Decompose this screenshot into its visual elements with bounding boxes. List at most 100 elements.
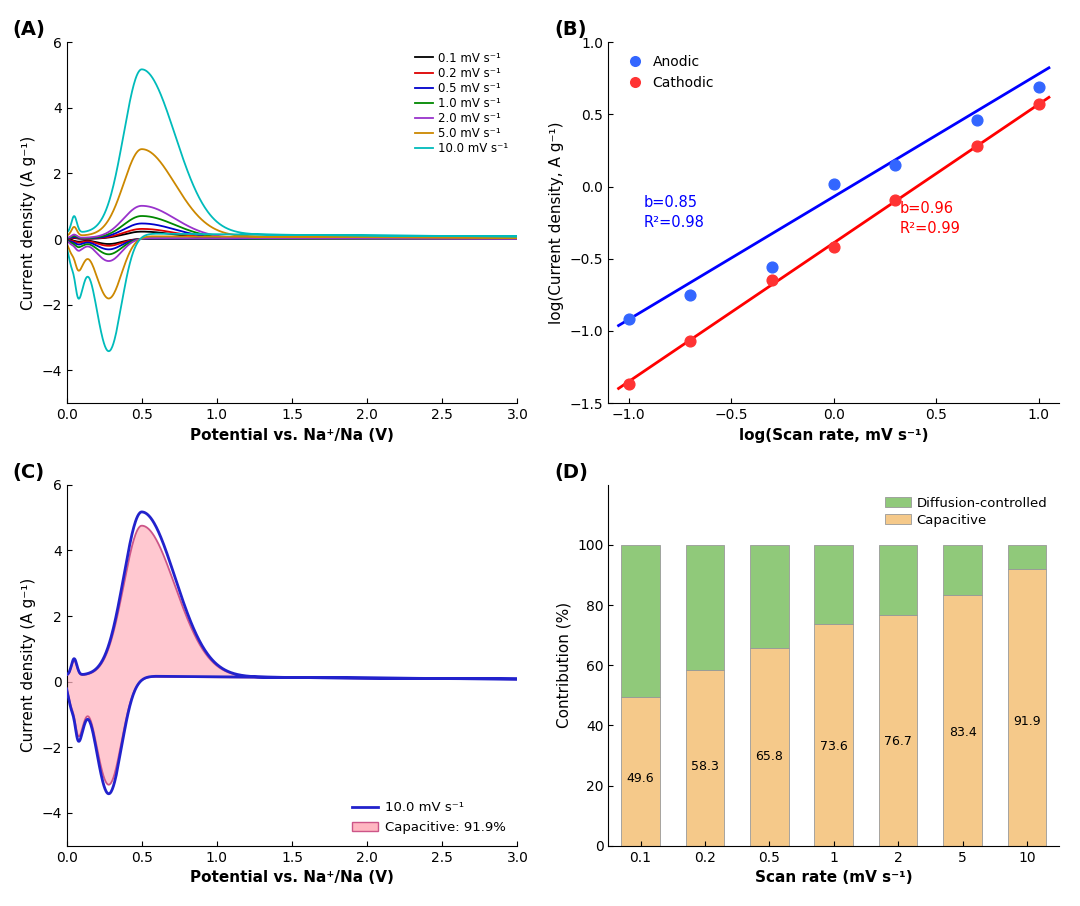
- 0.5 mV s⁻¹: [77, 233, 90, 244]
- 0.1 mV s⁻¹: [500, 234, 513, 245]
- Line: 2.0 mV s⁻¹: 2.0 mV s⁻¹: [67, 206, 517, 261]
- X-axis label: Potential vs. Na⁺/Na (V): Potential vs. Na⁺/Na (V): [190, 870, 394, 885]
- 10.0 mV s⁻¹: [118, 284, 131, 295]
- Y-axis label: log(Current density, A g⁻¹): log(Current density, A g⁻¹): [550, 121, 564, 324]
- Line: 0.5 mV s⁻¹: 0.5 mV s⁻¹: [67, 224, 517, 249]
- 2.0 mV s⁻¹: [118, 244, 131, 255]
- 5.0 mV s⁻¹: [222, 228, 235, 239]
- 5.0 mV s⁻¹: [60, 237, 73, 248]
- Point: [764, 274, 781, 288]
- Point: [620, 377, 637, 391]
- 10.0 mV s⁻¹: [469, 231, 482, 242]
- 5.0 mV s⁻¹: [500, 232, 513, 243]
- 0.1 mV s⁻¹: [222, 233, 235, 244]
- 0.2 mV s⁻¹: [103, 240, 116, 251]
- 10.0 mV s⁻¹: [500, 231, 513, 242]
- 2.0 mV s⁻¹: [222, 232, 235, 243]
- Bar: [621, 545, 660, 697]
- 0.1 mV s⁻¹: [60, 234, 73, 245]
- Bar: [1008, 545, 1047, 569]
- 1.0 mV s⁻¹: [118, 241, 131, 252]
- Point: [825, 240, 842, 255]
- 0.5 mV s⁻¹: [135, 218, 148, 229]
- 1.0 mV s⁻¹: [500, 233, 513, 244]
- Line: 0.2 mV s⁻¹: 0.2 mV s⁻¹: [67, 229, 517, 246]
- 5.0 mV s⁻¹: [77, 230, 90, 241]
- Y-axis label: Current density (A g⁻¹): Current density (A g⁻¹): [21, 578, 36, 752]
- 1.0 mV s⁻¹: [135, 210, 148, 221]
- Point: [681, 333, 699, 348]
- Point: [1030, 80, 1048, 94]
- 1.0 mV s⁻¹: [77, 233, 90, 244]
- 0.1 mV s⁻¹: [135, 226, 148, 237]
- 0.1 mV s⁻¹: [340, 234, 353, 245]
- 0.5 mV s⁻¹: [118, 238, 131, 249]
- 0.2 mV s⁻¹: [340, 234, 353, 245]
- 2.0 mV s⁻¹: [135, 200, 148, 211]
- 1.0 mV s⁻¹: [60, 233, 73, 244]
- 0.2 mV s⁻¹: [118, 236, 131, 247]
- Legend: Diffusion-controlled, Capacitive: Diffusion-controlled, Capacitive: [879, 491, 1053, 532]
- 0.1 mV s⁻¹: [77, 234, 90, 245]
- Bar: [750, 648, 788, 845]
- Polygon shape: [67, 525, 517, 785]
- Bar: [879, 545, 918, 615]
- Y-axis label: Contribution (%): Contribution (%): [556, 602, 571, 728]
- X-axis label: log(Scan rate, mV s⁻¹): log(Scan rate, mV s⁻¹): [739, 428, 929, 443]
- Bar: [814, 624, 853, 845]
- Text: 76.7: 76.7: [885, 736, 913, 748]
- 10.0 mV s⁻¹: [77, 226, 90, 237]
- 0.2 mV s⁻¹: [222, 233, 235, 244]
- 0.5 mV s⁻¹: [222, 233, 235, 244]
- Text: 73.6: 73.6: [820, 739, 848, 753]
- Point: [887, 192, 904, 207]
- 1.0 mV s⁻¹: [103, 249, 116, 260]
- Point: [969, 139, 986, 153]
- Bar: [686, 670, 725, 845]
- 1.0 mV s⁻¹: [469, 233, 482, 244]
- 0.1 mV s⁻¹: [103, 238, 116, 249]
- 1.0 mV s⁻¹: [60, 235, 73, 246]
- 0.2 mV s⁻¹: [60, 234, 73, 245]
- 0.2 mV s⁻¹: [77, 233, 90, 244]
- Text: b=0.85
R²=0.98: b=0.85 R²=0.98: [644, 195, 704, 230]
- 10.0 mV s⁻¹: [135, 64, 148, 75]
- 0.2 mV s⁻¹: [469, 234, 482, 245]
- 0.5 mV s⁻¹: [469, 234, 482, 245]
- Bar: [943, 595, 982, 845]
- 2.0 mV s⁻¹: [469, 233, 482, 244]
- Text: (C): (C): [13, 463, 44, 481]
- 2.0 mV s⁻¹: [77, 232, 90, 243]
- Legend: 0.1 mV s⁻¹, 0.2 mV s⁻¹, 0.5 mV s⁻¹, 1.0 mV s⁻¹, 2.0 mV s⁻¹, 5.0 mV s⁻¹, 10.0 mV : 0.1 mV s⁻¹, 0.2 mV s⁻¹, 0.5 mV s⁻¹, 1.0 …: [411, 48, 512, 159]
- Legend: 10.0 mV s⁻¹, Capacitive: 91.9%: 10.0 mV s⁻¹, Capacitive: 91.9%: [347, 796, 511, 839]
- 0.2 mV s⁻¹: [60, 233, 73, 244]
- Text: 49.6: 49.6: [626, 772, 654, 786]
- Line: 0.1 mV s⁻¹: 0.1 mV s⁻¹: [67, 232, 517, 244]
- Legend: Anodic, Cathodic: Anodic, Cathodic: [616, 49, 719, 95]
- 0.2 mV s⁻¹: [135, 224, 148, 235]
- 0.2 mV s⁻¹: [500, 234, 513, 245]
- Point: [825, 177, 842, 191]
- Point: [1030, 97, 1048, 111]
- 5.0 mV s⁻¹: [103, 293, 116, 304]
- Bar: [1008, 569, 1047, 845]
- 5.0 mV s⁻¹: [340, 232, 353, 243]
- 0.5 mV s⁻¹: [500, 234, 513, 245]
- 0.5 mV s⁻¹: [340, 234, 353, 245]
- Text: (A): (A): [13, 20, 45, 39]
- 0.1 mV s⁻¹: [118, 236, 131, 246]
- Text: (D): (D): [554, 463, 589, 481]
- Text: 65.8: 65.8: [755, 750, 783, 763]
- Bar: [943, 545, 982, 595]
- Text: 58.3: 58.3: [691, 760, 719, 774]
- 10.0 mV s⁻¹: [103, 346, 116, 357]
- Line: 10.0 mV s⁻¹: 10.0 mV s⁻¹: [67, 70, 517, 352]
- 0.1 mV s⁻¹: [60, 234, 73, 245]
- 10.0 mV s⁻¹: [60, 241, 73, 252]
- 10.0 mV s⁻¹: [60, 226, 73, 237]
- 0.5 mV s⁻¹: [60, 235, 73, 246]
- 0.1 mV s⁻¹: [469, 234, 482, 245]
- 0.5 mV s⁻¹: [60, 233, 73, 244]
- Text: 83.4: 83.4: [948, 727, 976, 739]
- Bar: [879, 615, 918, 845]
